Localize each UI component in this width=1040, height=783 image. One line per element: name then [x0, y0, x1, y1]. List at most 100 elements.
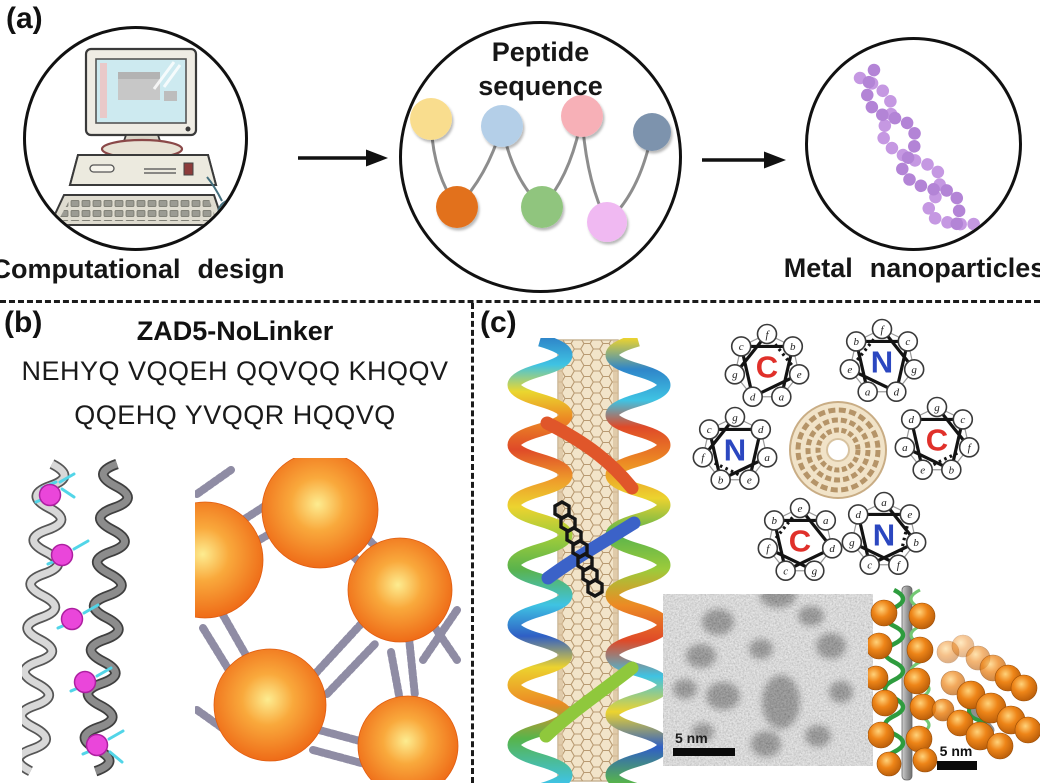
horizontal-divider — [0, 300, 1040, 303]
keyboard-icon — [48, 194, 226, 226]
svg-text:a: a — [764, 452, 770, 464]
heptad-position-c — [897, 331, 919, 352]
heptad-position-c — [859, 554, 880, 576]
heptad-position-d — [900, 409, 922, 430]
sequence-line-1: NEHYQ VQQEH QQVQQ KHQQV — [21, 356, 449, 386]
heptad-position-d — [821, 538, 843, 559]
svg-text:b: b — [718, 475, 724, 487]
svg-text:g: g — [934, 402, 940, 414]
svg-text:e: e — [920, 465, 925, 477]
svg-text:b: b — [913, 537, 919, 549]
nanoparticle-nanotube-model: 5 nm — [868, 585, 1040, 781]
nanoparticle-strand — [860, 63, 966, 233]
helical-wheel-N: a e bf cg dN — [841, 491, 927, 576]
coiled-coil-nanotube-model — [507, 338, 671, 783]
heptad-position-b — [941, 459, 962, 481]
panel-c-label: (c) — [480, 306, 517, 339]
svg-text:g: g — [849, 537, 855, 549]
heptad-position-g — [724, 364, 746, 385]
retro-computer-illustration — [48, 47, 245, 226]
residue-bead — [436, 186, 478, 228]
terminus-label-N: N — [871, 345, 893, 380]
svg-text:g: g — [732, 369, 738, 381]
residue-bead — [587, 202, 627, 242]
svg-text:e: e — [798, 503, 803, 515]
svg-text:g: g — [732, 412, 738, 424]
svg-text:d: d — [908, 414, 914, 426]
side-view-assembly — [868, 585, 938, 781]
heptad-position-e — [839, 359, 861, 380]
panel-b-label: (b) — [4, 306, 43, 339]
terminus-label-C: C — [756, 350, 778, 385]
gold-nanoparticles — [195, 458, 459, 780]
svg-text:f: f — [968, 442, 973, 454]
svg-text:e: e — [847, 364, 852, 376]
nanotube-cross-section — [789, 401, 887, 499]
svg-text:c: c — [905, 336, 910, 348]
monitor-stand — [100, 134, 184, 160]
nanoparticle-network-model — [195, 458, 461, 780]
svg-text:e: e — [747, 475, 752, 487]
tem-scale-label: 5 nm — [675, 730, 708, 746]
residue-bead — [481, 105, 523, 147]
computational-design-caption: Computational design — [0, 254, 285, 284]
metal-nanoparticles-circle — [805, 37, 1022, 251]
residue-bead — [561, 95, 603, 137]
svg-text:e: e — [907, 509, 912, 521]
heptad-position-a — [894, 437, 916, 458]
heptad-position-b — [710, 469, 731, 491]
monitor-icon — [84, 47, 198, 137]
peptide-sequence-circle — [399, 21, 682, 293]
heptad-position-g — [841, 532, 863, 553]
rainbow-helix-right — [605, 338, 671, 783]
heptad-position-d — [750, 419, 772, 440]
heptad-position-c — [952, 409, 974, 430]
peptide-title-line1: Peptide — [491, 37, 590, 67]
svg-text:f: f — [897, 560, 902, 572]
heptad-position-e — [912, 459, 933, 481]
heptad-position-b — [845, 331, 867, 352]
heptad-position-g — [903, 359, 925, 380]
crossing-helix-segment — [539, 661, 639, 743]
svg-text:a: a — [881, 497, 887, 509]
terminus-label-C: C — [926, 423, 948, 458]
peptide-sequence-title: Peptide sequence — [399, 36, 682, 104]
helix-ribbon-back — [79, 459, 133, 777]
peptide-name-title: ZAD5-NoLinker — [136, 316, 334, 346]
sequence-line-2: QQEHQ YVQQR HQQVQ — [74, 400, 396, 430]
heptad-position-f — [756, 323, 778, 345]
svg-text:a: a — [902, 442, 908, 454]
peptide-bead-chain — [410, 95, 671, 242]
metal-binding-spheres — [38, 483, 109, 757]
desktop-unit — [68, 154, 218, 186]
heptad-position-e — [739, 469, 760, 491]
heptad-position-e — [788, 364, 810, 385]
heptad-position-f — [692, 447, 714, 468]
svg-text:e: e — [797, 369, 802, 381]
peptide-title-line2: sequence — [478, 70, 603, 101]
model-scale-label: 5 nm — [940, 743, 973, 759]
vertical-divider — [471, 303, 474, 783]
svg-text:c: c — [783, 566, 788, 578]
heptad-position-a — [873, 491, 895, 513]
svg-text:a: a — [823, 515, 829, 527]
svg-text:f: f — [701, 452, 706, 464]
svg-text:f: f — [766, 543, 771, 555]
heptad-position-b — [782, 336, 804, 357]
heptad-position-d — [742, 386, 763, 408]
heptad-position-e — [789, 497, 811, 519]
terminus-label-C: C — [789, 524, 811, 559]
tilted-view-assembly — [931, 634, 1040, 760]
svg-text:c: c — [739, 341, 744, 353]
svg-text:f: f — [880, 324, 885, 336]
nanoparticle-strand — [853, 71, 981, 231]
helical-wheel-C: g c f b ea dC — [894, 396, 980, 481]
residue-bead — [410, 98, 452, 140]
svg-text:a: a — [779, 392, 785, 404]
heptad-position-a — [857, 381, 878, 403]
heptad-position-e — [899, 504, 921, 525]
gold-nanoparticle-beads — [931, 634, 1040, 760]
svg-text:b: b — [771, 515, 777, 527]
panel-a-label: (a) — [6, 2, 43, 35]
